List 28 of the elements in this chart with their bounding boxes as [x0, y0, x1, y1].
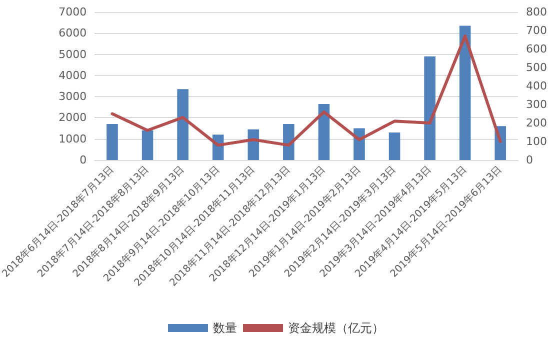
y2-tick-label: 800: [526, 6, 547, 18]
bar: [142, 130, 154, 160]
y2-tick-label: 300: [526, 98, 547, 111]
bar: [459, 26, 471, 160]
y-tick-label: 0: [80, 154, 87, 166]
y-tick-label: 2000: [58, 111, 87, 124]
bar: [388, 132, 400, 160]
y-tick-label: 5000: [58, 48, 87, 61]
bar: [318, 104, 330, 160]
y2-tick-label: 200: [526, 116, 547, 130]
bar: [283, 124, 294, 160]
y-tick-label: 3000: [58, 90, 87, 104]
y2-tick-label: 600: [526, 42, 547, 56]
legend-label: 数量: [213, 321, 237, 335]
y-tick-label: 6000: [58, 26, 87, 40]
y-tick-label: 4000: [58, 68, 87, 82]
y2-tick-label: 500: [526, 61, 547, 74]
bar: [177, 89, 188, 160]
y2-tick-label: 0: [526, 154, 533, 166]
y-tick-label: 7000: [58, 6, 87, 18]
line-series: [110, 34, 502, 147]
bar: [424, 56, 436, 160]
y2-tick-label: 400: [526, 80, 547, 92]
y-tick-label: 1000: [58, 132, 87, 146]
legend-label: 资金规模（亿元）: [288, 321, 384, 335]
y2-tick-label: 700: [526, 24, 547, 37]
bar: [106, 124, 118, 160]
y2-tick-label: 100: [526, 135, 547, 148]
